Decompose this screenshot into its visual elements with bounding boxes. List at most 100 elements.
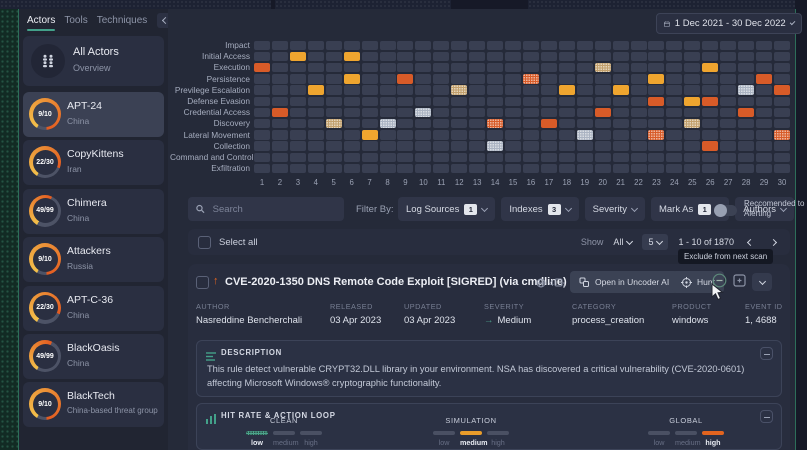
heatmap-cell[interactable]: [630, 141, 647, 151]
heatmap-cell[interactable]: [738, 62, 755, 73]
heatmap-cell[interactable]: [361, 107, 378, 118]
heatmap-cell[interactable]: [343, 107, 360, 118]
heatmap-cell[interactable]: [271, 141, 288, 151]
collapse-hit-rate-button[interactable]: [760, 410, 773, 423]
heatmap-cell[interactable]: [558, 152, 575, 162]
heatmap-cell[interactable]: [738, 118, 755, 129]
heatmap-cell[interactable]: [289, 141, 306, 151]
heatmap-cell[interactable]: [756, 40, 773, 50]
translations-count[interactable]: 4: [536, 278, 554, 288]
heatmap-cell[interactable]: [666, 96, 683, 106]
heatmap-cell[interactable]: [630, 74, 647, 84]
page-size-dropdown[interactable]: 5: [642, 234, 669, 250]
heatmap-cell[interactable]: [325, 152, 342, 162]
heatmap-cell[interactable]: [648, 74, 665, 84]
heatmap-cell[interactable]: [612, 62, 629, 73]
heatmap-cell[interactable]: [307, 51, 324, 62]
heatmap-cell[interactable]: [522, 141, 539, 151]
heatmap-cell[interactable]: [254, 107, 270, 118]
heatmap-cell[interactable]: [379, 130, 396, 140]
heatmap-cell[interactable]: [630, 62, 647, 73]
heatmap-cell[interactable]: [666, 107, 683, 118]
heatmap-cell[interactable]: [254, 130, 270, 140]
heatmap-cell[interactable]: [487, 152, 504, 162]
filter-dropdown-indexes[interactable]: Indexes 3: [501, 197, 579, 221]
heatmap-cell[interactable]: [307, 62, 324, 73]
heatmap-cell[interactable]: [397, 51, 414, 62]
heatmap-cell[interactable]: [702, 85, 719, 95]
heatmap-cell[interactable]: [505, 40, 522, 50]
heatmap-cell[interactable]: [254, 62, 270, 73]
heatmap-cell[interactable]: [720, 118, 737, 129]
filter-dropdown-authors[interactable]: Authors: [735, 197, 795, 221]
heatmap-cell[interactable]: [576, 51, 593, 62]
heatmap-cell[interactable]: [630, 85, 647, 95]
heatmap-cell[interactable]: [361, 152, 378, 162]
heatmap-cell[interactable]: [397, 130, 414, 140]
heatmap-cell[interactable]: [594, 152, 611, 162]
heatmap-cell[interactable]: [558, 163, 575, 174]
heatmap-cell[interactable]: [522, 51, 539, 62]
heatmap-cell[interactable]: [379, 163, 396, 174]
heatmap-cell[interactable]: [379, 85, 396, 95]
heatmap-cell[interactable]: [756, 141, 773, 151]
heatmap-cell[interactable]: [612, 51, 629, 62]
heatmap-cell[interactable]: [307, 96, 324, 106]
heatmap-cell[interactable]: [415, 163, 432, 174]
heatmap-cell[interactable]: [684, 152, 701, 162]
heatmap-cell[interactable]: [756, 51, 773, 62]
heatmap-cell[interactable]: [594, 163, 611, 174]
heatmap-cell[interactable]: [505, 130, 522, 140]
heatmap-cell[interactable]: [522, 74, 539, 84]
heatmap-cell[interactable]: [289, 96, 306, 106]
heatmap-cell[interactable]: [612, 107, 629, 118]
actor-card-apt-c-36[interactable]: 22/30 APT-C-36 China: [23, 285, 164, 331]
heatmap-cell[interactable]: [505, 74, 522, 84]
heatmap-cell[interactable]: [289, 85, 306, 95]
heatmap-cell[interactable]: [271, 130, 288, 140]
heatmap-cell[interactable]: [487, 130, 504, 140]
heatmap-cell[interactable]: [738, 130, 755, 140]
heatmap-cell[interactable]: [289, 152, 306, 162]
heatmap-cell[interactable]: [630, 152, 647, 162]
heatmap-cell[interactable]: [325, 62, 342, 73]
heatmap-cell[interactable]: [612, 130, 629, 140]
heatmap-cell[interactable]: [379, 118, 396, 129]
heatmap-cell[interactable]: [487, 141, 504, 151]
heatmap-cell[interactable]: [756, 74, 773, 84]
heatmap-cell[interactable]: [773, 130, 790, 140]
heatmap-cell[interactable]: [379, 152, 396, 162]
heatmap-cell[interactable]: [738, 85, 755, 95]
heatmap-cell[interactable]: [397, 107, 414, 118]
heatmap-cell[interactable]: [558, 85, 575, 95]
heatmap-cell[interactable]: [325, 107, 342, 118]
heatmap-cell[interactable]: [594, 96, 611, 106]
heatmap-cell[interactable]: [469, 107, 486, 118]
heatmap-cell[interactable]: [576, 85, 593, 95]
heatmap-cell[interactable]: [702, 51, 719, 62]
heatmap-cell[interactable]: [630, 40, 647, 50]
heatmap-cell[interactable]: [773, 118, 790, 129]
heatmap-cell[interactable]: [397, 40, 414, 50]
heatmap-cell[interactable]: [648, 85, 665, 95]
heatmap-cell[interactable]: [487, 163, 504, 174]
heatmap-cell[interactable]: [433, 152, 450, 162]
heatmap-cell[interactable]: [451, 85, 468, 95]
heatmap-cell[interactable]: [702, 62, 719, 73]
heatmap-cell[interactable]: [576, 163, 593, 174]
heatmap-cell[interactable]: [451, 163, 468, 174]
heatmap-cell[interactable]: [505, 51, 522, 62]
heatmap-cell[interactable]: [702, 163, 719, 174]
heatmap-cell[interactable]: [558, 40, 575, 50]
heatmap-cell[interactable]: [630, 107, 647, 118]
heatmap-cell[interactable]: [648, 130, 665, 140]
heatmap-cell[interactable]: [576, 152, 593, 162]
heatmap-cell[interactable]: [684, 141, 701, 151]
heatmap-cell[interactable]: [540, 51, 557, 62]
heatmap-cell[interactable]: [271, 118, 288, 129]
heatmap-cell[interactable]: [773, 152, 790, 162]
heatmap-cell[interactable]: [271, 62, 288, 73]
heatmap-cell[interactable]: [738, 74, 755, 84]
heatmap-cell[interactable]: [451, 96, 468, 106]
heatmap-cell[interactable]: [415, 118, 432, 129]
